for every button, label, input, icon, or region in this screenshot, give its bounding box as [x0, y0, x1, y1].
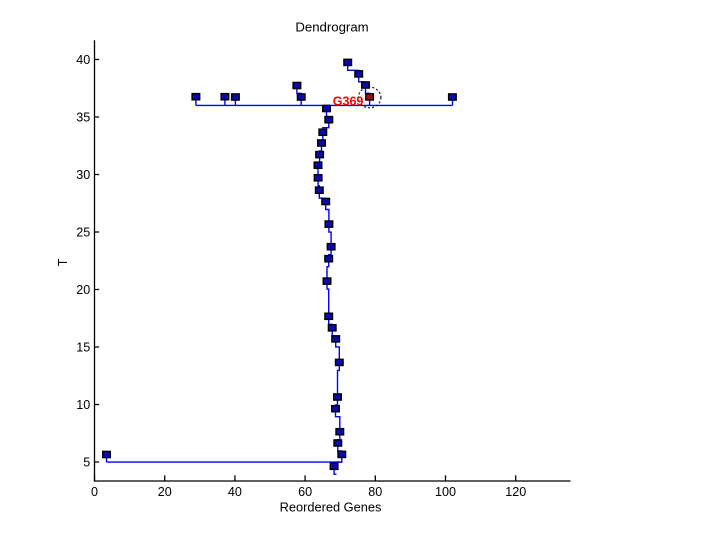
svg-text:Reordered Genes: Reordered Genes	[280, 500, 382, 515]
svg-text:20: 20	[76, 283, 90, 297]
svg-text:15: 15	[76, 340, 90, 354]
svg-text:25: 25	[76, 225, 90, 239]
svg-text:10: 10	[76, 398, 90, 412]
svg-text:35: 35	[76, 110, 90, 124]
svg-text:20: 20	[158, 485, 172, 499]
svg-text:40: 40	[228, 485, 242, 499]
svg-text:T: T	[56, 258, 70, 266]
svg-text:5: 5	[83, 455, 90, 469]
svg-text:Dendrogram: Dendrogram	[295, 20, 368, 35]
svg-text:60: 60	[298, 485, 312, 499]
svg-text:40: 40	[76, 53, 90, 67]
svg-text:30: 30	[76, 168, 90, 182]
svg-text:120: 120	[505, 485, 526, 499]
svg-text:0: 0	[91, 485, 98, 499]
svg-text:100: 100	[435, 485, 456, 499]
svg-text:80: 80	[368, 485, 382, 499]
svg-text:G369: G369	[333, 95, 364, 109]
